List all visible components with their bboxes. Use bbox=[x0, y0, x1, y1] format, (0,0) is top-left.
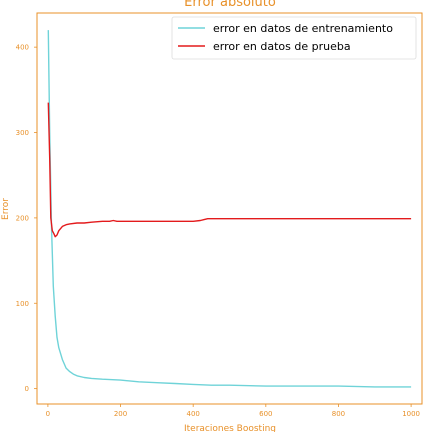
x-tick-label: 600 bbox=[259, 410, 272, 418]
x-tick-label: 400 bbox=[186, 410, 199, 418]
x-axis-title: Iteraciones Boosting bbox=[184, 424, 276, 432]
chart-title: Error absoluto bbox=[184, 0, 276, 10]
x-tick-label: 800 bbox=[332, 410, 345, 418]
y-tick-label: 400 bbox=[16, 44, 29, 52]
y-axis-title: Error bbox=[1, 198, 11, 220]
x-tick-label: 1000 bbox=[402, 410, 420, 418]
series-lines bbox=[47, 30, 412, 388]
series-line-0 bbox=[47, 30, 412, 388]
x-tick-label: 0 bbox=[46, 410, 50, 418]
y-axis: 0 100 200 300 400 bbox=[16, 44, 37, 393]
y-tick-label: 0 bbox=[25, 385, 29, 393]
plot-frame bbox=[36, 12, 423, 405]
legend-label-test: error en datos de prueba bbox=[213, 40, 351, 53]
x-axis: 0 200 400 600 800 1000 bbox=[46, 404, 420, 418]
x-tick-label: 200 bbox=[114, 410, 127, 418]
y-tick-label: 200 bbox=[16, 214, 29, 222]
y-tick-label: 300 bbox=[16, 129, 29, 137]
y-tick-label: 100 bbox=[16, 300, 29, 308]
series-line-1 bbox=[47, 102, 412, 238]
legend: error en datos de entrenamiento error en… bbox=[171, 16, 417, 60]
legend-label-train: error en datos de entrenamiento bbox=[213, 22, 393, 35]
legend-box bbox=[171, 16, 417, 60]
